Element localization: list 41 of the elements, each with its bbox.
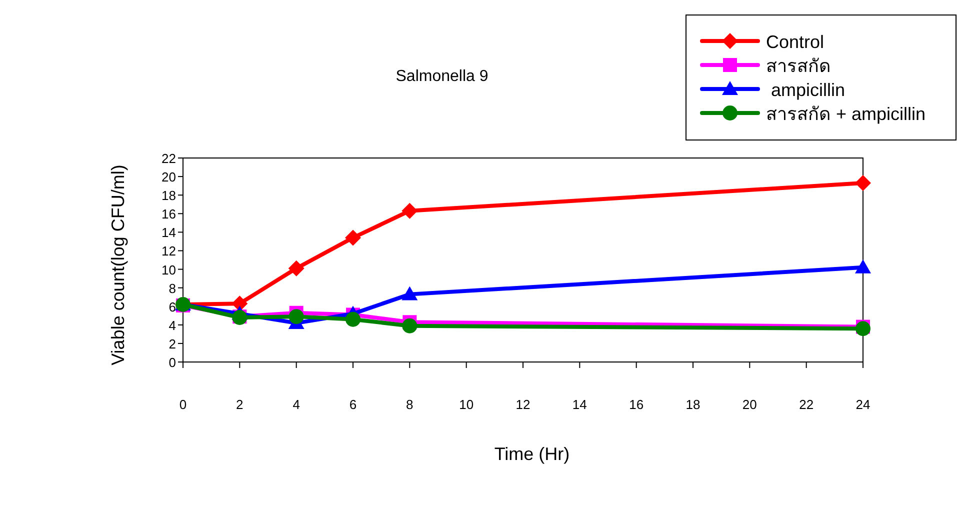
- point: [288, 309, 304, 324]
- point: [402, 318, 418, 334]
- x-tick-label: 4: [292, 397, 300, 412]
- y-tick-label: 20: [162, 170, 176, 185]
- x-tick-label: 0: [179, 397, 187, 412]
- x-tick-label: 6: [349, 397, 357, 412]
- y-tick-label: 8: [168, 280, 176, 296]
- point: [288, 260, 304, 276]
- point: [345, 230, 361, 246]
- point: [402, 202, 418, 219]
- x-tick-label: 14: [572, 397, 587, 412]
- x-tick-label: 16: [629, 397, 644, 412]
- y-tick-label: 16: [162, 206, 176, 222]
- y-tick-label: 6: [168, 299, 176, 314]
- y-tick-label: 4: [168, 318, 176, 333]
- point: [855, 259, 871, 274]
- point: [402, 286, 418, 300]
- y-tick-label: 18: [162, 188, 176, 204]
- x-tick-label: 20: [742, 397, 757, 412]
- y-axis-title: Viable count(log CFU/ml): [108, 164, 128, 366]
- y-tick-label: 2: [168, 336, 176, 352]
- x-tick-label: 8: [406, 397, 414, 412]
- x-tick-label: 18: [686, 397, 700, 412]
- y-tick-label: 14: [162, 225, 176, 240]
- y-tick-label: 0: [168, 355, 176, 370]
- y-tick-label: 22: [162, 151, 176, 166]
- x-axis-title: Time (Hr): [494, 444, 570, 464]
- point: [346, 312, 360, 327]
- legend-label: สารสกัด + ampicillin: [766, 104, 926, 124]
- y-tick-label: 12: [162, 244, 176, 259]
- y-tick-label: 10: [162, 262, 176, 278]
- x-tick-label: 12: [516, 397, 530, 412]
- legend-label: Control: [766, 32, 824, 52]
- x-tick-label: 10: [459, 397, 474, 412]
- x-tick-label: 2: [236, 397, 244, 412]
- x-tick-label: 24: [856, 397, 870, 412]
- point: [855, 175, 871, 192]
- chart-title: Salmonella 9: [396, 68, 488, 85]
- legend-label: สารสกัด: [766, 56, 831, 76]
- legend-label: ampicillin: [766, 80, 846, 100]
- x-tick-label: 22: [799, 397, 814, 412]
